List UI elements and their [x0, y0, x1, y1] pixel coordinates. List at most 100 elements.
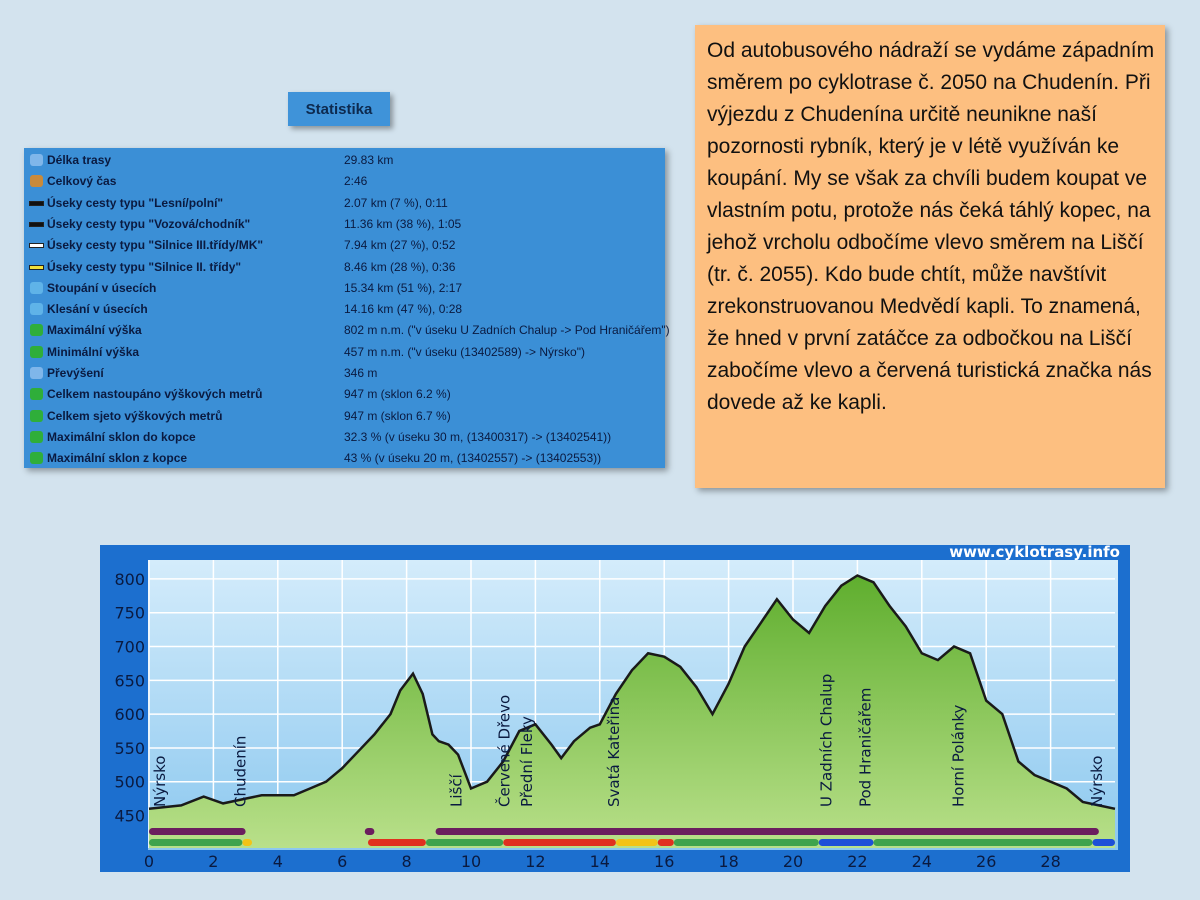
place-label: U Zadních Chalup: [818, 674, 836, 807]
route-bar: [425, 839, 504, 846]
stat-label: Maximální sklon do kopce: [47, 429, 196, 444]
stat-value: 802 m n.m. ("v úseku U Zadních Chalup ->…: [344, 323, 670, 338]
stat-icon: [30, 303, 43, 316]
statistics-title: Statistika: [288, 92, 390, 126]
route-bar: [364, 828, 375, 835]
stat-value: 2:46: [344, 174, 368, 189]
stat-icon: [29, 264, 44, 270]
stat-value: 29.83 km: [344, 153, 394, 167]
y-tick-label: 700: [114, 638, 145, 657]
stat-value: 8.46 km (28 %), 0:36: [344, 259, 456, 274]
stat-label: Celkem nastoupáno výškových metrů: [47, 387, 263, 402]
stat-row: Celkový čas 2:46: [24, 171, 665, 192]
x-tick-label: 18: [718, 852, 738, 871]
y-tick-label: 650: [114, 671, 145, 690]
place-label: Červené Dřevo: [495, 695, 514, 807]
route-bar: [242, 839, 253, 846]
stat-label: Maximální výška: [47, 323, 142, 338]
stat-label: Úseky cesty typu "Silnice II. třídy": [47, 259, 242, 274]
place-label: Liščí: [447, 773, 465, 807]
stat-row: Celkem nastoupáno výškových metrů 947 m (…: [24, 384, 665, 405]
stat-label: Minimální výška: [47, 344, 140, 359]
y-tick-label: 600: [114, 705, 145, 724]
place-label: Nýrsko: [1088, 756, 1106, 807]
elevation-area: [149, 575, 1115, 848]
x-tick-label: 4: [273, 852, 283, 871]
stat-label: Úseky cesty typu "Silnice III.třídy/MK": [47, 238, 264, 253]
stat-label: Celkový čas: [47, 174, 117, 189]
stat-row: Maximální výška 802 m n.m. ("v úseku U Za…: [24, 320, 670, 341]
place-label: Pod Hraničářem: [856, 688, 874, 807]
stat-row: Úseky cesty typu "Silnice III.třídy/MK" 7…: [24, 235, 665, 256]
stat-icon: [29, 243, 44, 249]
route-bar: [435, 828, 1099, 835]
route-bar: [149, 828, 246, 835]
stat-icon: [30, 324, 43, 337]
x-tick-label: 14: [590, 852, 610, 871]
stat-row: Maximální sklon z kopce 43 % (v úseku 20 …: [24, 448, 665, 469]
stat-label: Klesání v úsecích: [47, 302, 148, 317]
route-bar: [673, 839, 819, 846]
stat-value: 947 m (sklon 6.7 %): [344, 408, 451, 423]
stat-label: Maximální sklon z kopce: [47, 451, 188, 466]
stat-value: 15.34 km (51 %), 2:17: [344, 280, 463, 295]
x-tick-label: 8: [402, 852, 412, 871]
stat-value: 43 % (v úseku 20 m, (13402557) -> (13402…: [344, 451, 602, 466]
place-label: Nýrsko: [151, 756, 169, 807]
stat-icon: [30, 452, 43, 465]
elevation-chart: www.cyklotrasy.info 450 500 550 600 650 700 75…: [100, 545, 1130, 872]
elevation-line: [148, 574, 1116, 811]
x-tick-label: 2: [208, 852, 218, 871]
y-tick-label: 800: [114, 570, 145, 589]
stat-value: 7.94 km (27 %), 0:52: [344, 238, 456, 253]
route-bar: [873, 839, 1093, 846]
stat-row: Maximální sklon do kopce 32.3 % (v úseku …: [24, 427, 665, 448]
stat-icon: [30, 175, 43, 188]
y-tick-label: 750: [114, 604, 145, 623]
stat-row: Úseky cesty typu "Silnice II. třídy" 8.46…: [24, 257, 665, 278]
stat-icon: [30, 154, 43, 166]
stat-label: Úseky cesty typu "Vozová/chodník": [47, 216, 251, 231]
stat-value: 32.3 % (v úseku 30 m, (13400317) -> (134…: [344, 429, 612, 444]
stat-value: 346 m: [344, 366, 378, 380]
stat-label: Délka trasy: [47, 153, 112, 167]
stat-icon: [29, 200, 44, 206]
x-tick-label: 26: [976, 852, 996, 871]
x-tick-label: 0: [144, 852, 154, 871]
stat-icon: [29, 221, 44, 227]
y-tick-label: 550: [114, 739, 145, 758]
watermark: www.cyklotrasy.info: [949, 545, 1120, 561]
route-bar: [367, 839, 426, 846]
stat-row: Celkem sjeto výškových metrů 947 m (sklon…: [24, 406, 665, 427]
x-tick-label: 20: [783, 852, 803, 871]
description: Od autobusového nádraží se vydáme západn…: [695, 25, 1165, 488]
stat-row: Stoupání v úsecích 15.34 km (51 %), 2:17: [24, 278, 665, 299]
x-tick-label: 22: [847, 852, 867, 871]
stat-row: Klesání v úsecích 14.16 km (47 %), 0:28: [24, 299, 665, 320]
stat-icon: [30, 430, 43, 443]
stat-icon: [30, 409, 43, 422]
route-bar: [818, 839, 874, 846]
place-label: Přední Fleky: [518, 716, 536, 807]
route-bar: [503, 839, 616, 846]
stat-row: Úseky cesty typu "Vozová/chodník" 11.36 k…: [24, 214, 665, 235]
place-label: Horní Polánky: [950, 704, 968, 807]
stat-value: 947 m (sklon 6.2 %): [344, 387, 451, 402]
place-label: Svatá Kateřina: [605, 697, 623, 807]
y-tick-label: 500: [114, 773, 145, 792]
stat-row: Minimální výška 457 m n.m. ("v úseku (134…: [24, 342, 665, 363]
route-bar: [615, 839, 658, 846]
x-tick-label: 10: [461, 852, 481, 871]
stat-label: Převýšení: [47, 366, 104, 380]
x-tick-label: 16: [654, 852, 674, 871]
y-tick-label: 450: [114, 807, 145, 826]
stat-value: 14.16 km (47 %), 0:28: [344, 302, 463, 317]
stat-icon: [30, 281, 43, 294]
route-bar: [149, 839, 243, 846]
stat-label: Stoupání v úsecích: [47, 280, 157, 295]
route-bar: [657, 839, 674, 846]
stat-value: 11.36 km (38 %), 1:05: [344, 216, 462, 231]
stat-row: Převýšení 346 m: [24, 363, 665, 384]
statistics-table: Délka trasy 29.83 km Celkový čas 2:46 Úseky …: [24, 148, 670, 469]
